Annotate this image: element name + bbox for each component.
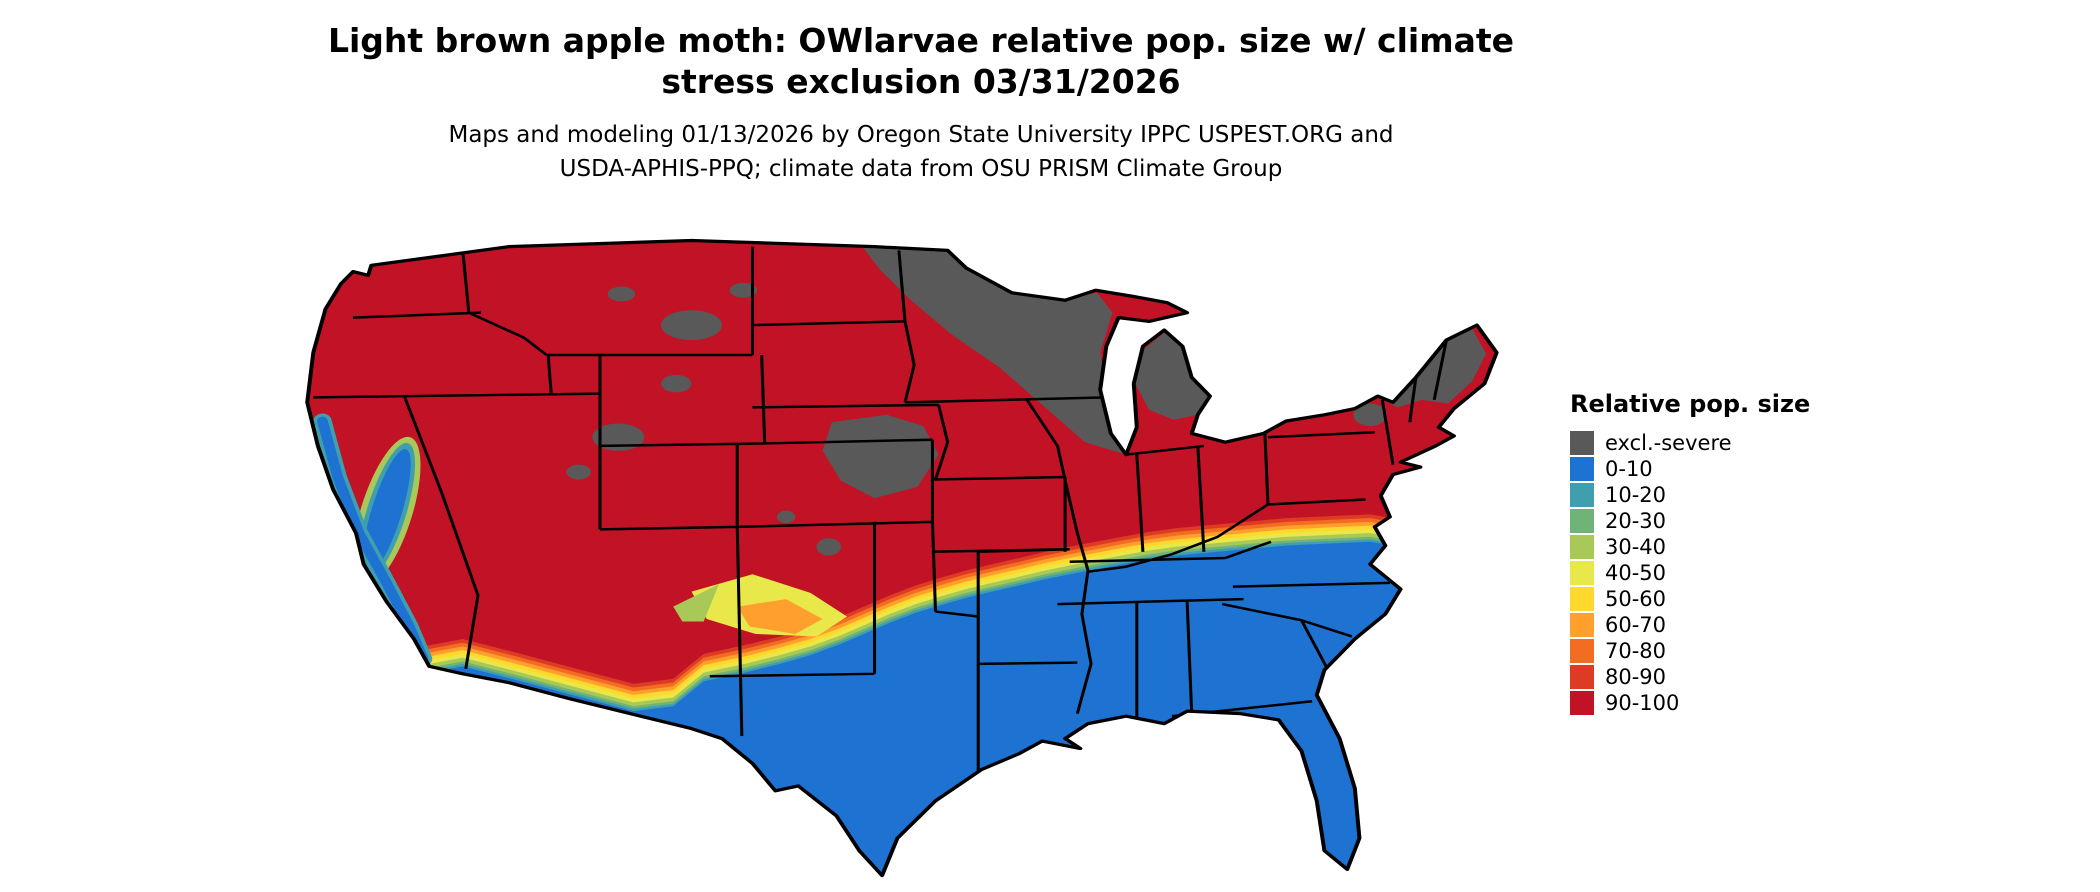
map-excluded-utah xyxy=(592,423,645,451)
legend-item-label: excl.-severe xyxy=(1605,431,1732,455)
legend-item-label: 70-80 xyxy=(1605,639,1667,663)
map-excluded-san-juan xyxy=(776,510,796,524)
legend-item-label: 0-10 xyxy=(1605,457,1653,481)
legend-item: 40-50 xyxy=(1570,560,1830,586)
legend-item: 90-100 xyxy=(1570,690,1830,716)
map-nm-green-zone xyxy=(673,584,719,622)
legend-item-label: 10-20 xyxy=(1605,483,1667,507)
legend-swatch xyxy=(1570,613,1594,637)
legend-swatch xyxy=(1570,509,1594,533)
legend-item-label: 80-90 xyxy=(1605,665,1667,689)
map-excluded-new-england xyxy=(1377,328,1487,408)
state-borders xyxy=(313,246,1448,774)
legend-swatch xyxy=(1570,691,1594,715)
legend-item: 10-20 xyxy=(1570,482,1830,508)
legend-items: excl.-severe 0-10 10-20 20-30 30-40 40-5… xyxy=(1570,430,1830,716)
legend-item: 80-90 xyxy=(1570,664,1830,690)
map-excluded-yellowstone xyxy=(661,374,692,393)
legend-item: 50-60 xyxy=(1570,586,1830,612)
legend-item-label: 50-60 xyxy=(1605,587,1667,611)
page-subtitle: Maps and modeling 01/13/2026 by Oregon S… xyxy=(0,118,1842,186)
map-excluded-new-mexico xyxy=(816,538,841,556)
page-title: Light brown apple moth: OWlarvae relativ… xyxy=(0,20,1842,102)
legend-swatch xyxy=(1570,665,1594,689)
legend-item-label: 20-30 xyxy=(1605,509,1667,533)
map-texas-orange-zone xyxy=(737,599,823,634)
map-excluded-nevada xyxy=(566,464,591,480)
map-excluded-michigan xyxy=(1135,332,1210,420)
map-california-coast-strip xyxy=(317,416,429,664)
legend-item: 30-40 xyxy=(1570,534,1830,560)
legend-item-label: 60-70 xyxy=(1605,613,1667,637)
subtitle-line-1: Maps and modeling 01/13/2026 by Oregon S… xyxy=(448,122,1394,148)
title-line-1: Light brown apple moth: OWlarvae relativ… xyxy=(327,21,1515,60)
legend-item-label: 40-50 xyxy=(1605,561,1667,585)
legend-item: 20-30 xyxy=(1570,508,1830,534)
map-excluded-montana xyxy=(661,310,722,341)
legend-item-label: 90-100 xyxy=(1605,691,1680,715)
legend-item-label: 30-40 xyxy=(1605,535,1667,559)
us-choropleth-map xyxy=(295,228,1515,888)
legend-swatch xyxy=(1570,457,1594,481)
map-excluded-montana-east xyxy=(729,282,758,298)
legend-item: 0-10 xyxy=(1570,456,1830,482)
map-excluded-montana-west xyxy=(607,286,636,302)
legend-swatch xyxy=(1570,639,1594,663)
title-line-2: stress exclusion 03/31/2026 xyxy=(661,62,1181,101)
legend-swatch xyxy=(1570,587,1594,611)
legend: Relative pop. size excl.-severe 0-10 10-… xyxy=(1570,390,1830,716)
subtitle-line-2: USDA-APHIS-PPQ; climate data from OSU PR… xyxy=(559,156,1283,182)
legend-swatch xyxy=(1570,431,1594,455)
legend-swatch xyxy=(1570,483,1594,507)
map-excluded-colorado-rockies xyxy=(822,414,939,499)
legend-title: Relative pop. size xyxy=(1570,390,1811,418)
map-excluded-adirondacks xyxy=(1353,403,1387,426)
legend-item: excl.-severe xyxy=(1570,430,1830,456)
legend-item: 70-80 xyxy=(1570,638,1830,664)
us-map-svg xyxy=(305,238,1499,878)
legend-swatch xyxy=(1570,561,1594,585)
legend-swatch xyxy=(1570,535,1594,559)
legend-item: 60-70 xyxy=(1570,612,1830,638)
